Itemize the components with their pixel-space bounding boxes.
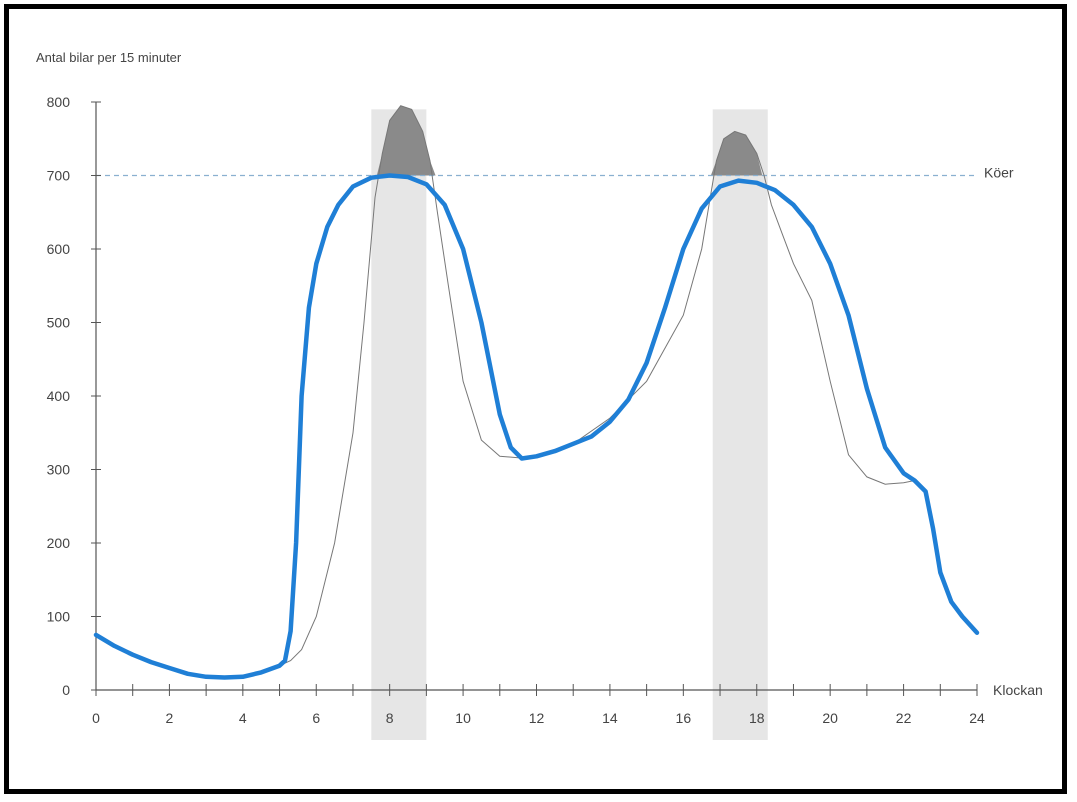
- shaded-band-0: [371, 109, 427, 741]
- y-tick-label-200: 200: [47, 535, 71, 551]
- x-tick-label-4: 4: [239, 710, 247, 726]
- x-tick-label-0: 0: [92, 710, 100, 726]
- x-tick-label-22: 22: [896, 710, 912, 726]
- x-tick-label-6: 6: [312, 710, 320, 726]
- axes: [95, 102, 977, 691]
- y-tick-label-400: 400: [47, 388, 71, 404]
- queue-peak-area-1: [710, 131, 763, 176]
- x-tick-label-16: 16: [676, 710, 692, 726]
- y-tick-label-0: 0: [62, 682, 70, 698]
- y-tick-label-100: 100: [47, 609, 71, 625]
- x-tick-label-14: 14: [602, 710, 618, 726]
- x-tick-label-20: 20: [822, 710, 838, 726]
- shaded-bands: [371, 109, 768, 741]
- queue-peak-area-0: [376, 105, 436, 176]
- y-tick-label-700: 700: [47, 168, 71, 184]
- chart-frame: [4, 4, 1067, 794]
- queue-peak-areas: [376, 105, 763, 176]
- x-tick-label-10: 10: [455, 710, 471, 726]
- x-tick-label-12: 12: [529, 710, 545, 726]
- y-axis-title: Antal bilar per 15 minuter: [36, 50, 182, 65]
- x-tick-label-8: 8: [386, 710, 394, 726]
- x-tick-label-18: 18: [749, 710, 765, 726]
- y-tick-label-300: 300: [47, 462, 71, 478]
- y-tick-label-500: 500: [47, 315, 71, 331]
- queue-threshold-label: Köer: [984, 165, 1014, 181]
- series-line-demand: [95, 105, 978, 678]
- series-line-smoothed: [93, 173, 980, 680]
- y-tick-label-800: 800: [47, 94, 71, 110]
- y-tick-label-600: 600: [47, 241, 71, 257]
- shaded-band-1: [712, 109, 768, 741]
- x-tick-label-2: 2: [166, 710, 174, 726]
- x-tick-label-24: 24: [969, 710, 985, 726]
- x-axis-title: Klockan: [993, 682, 1043, 698]
